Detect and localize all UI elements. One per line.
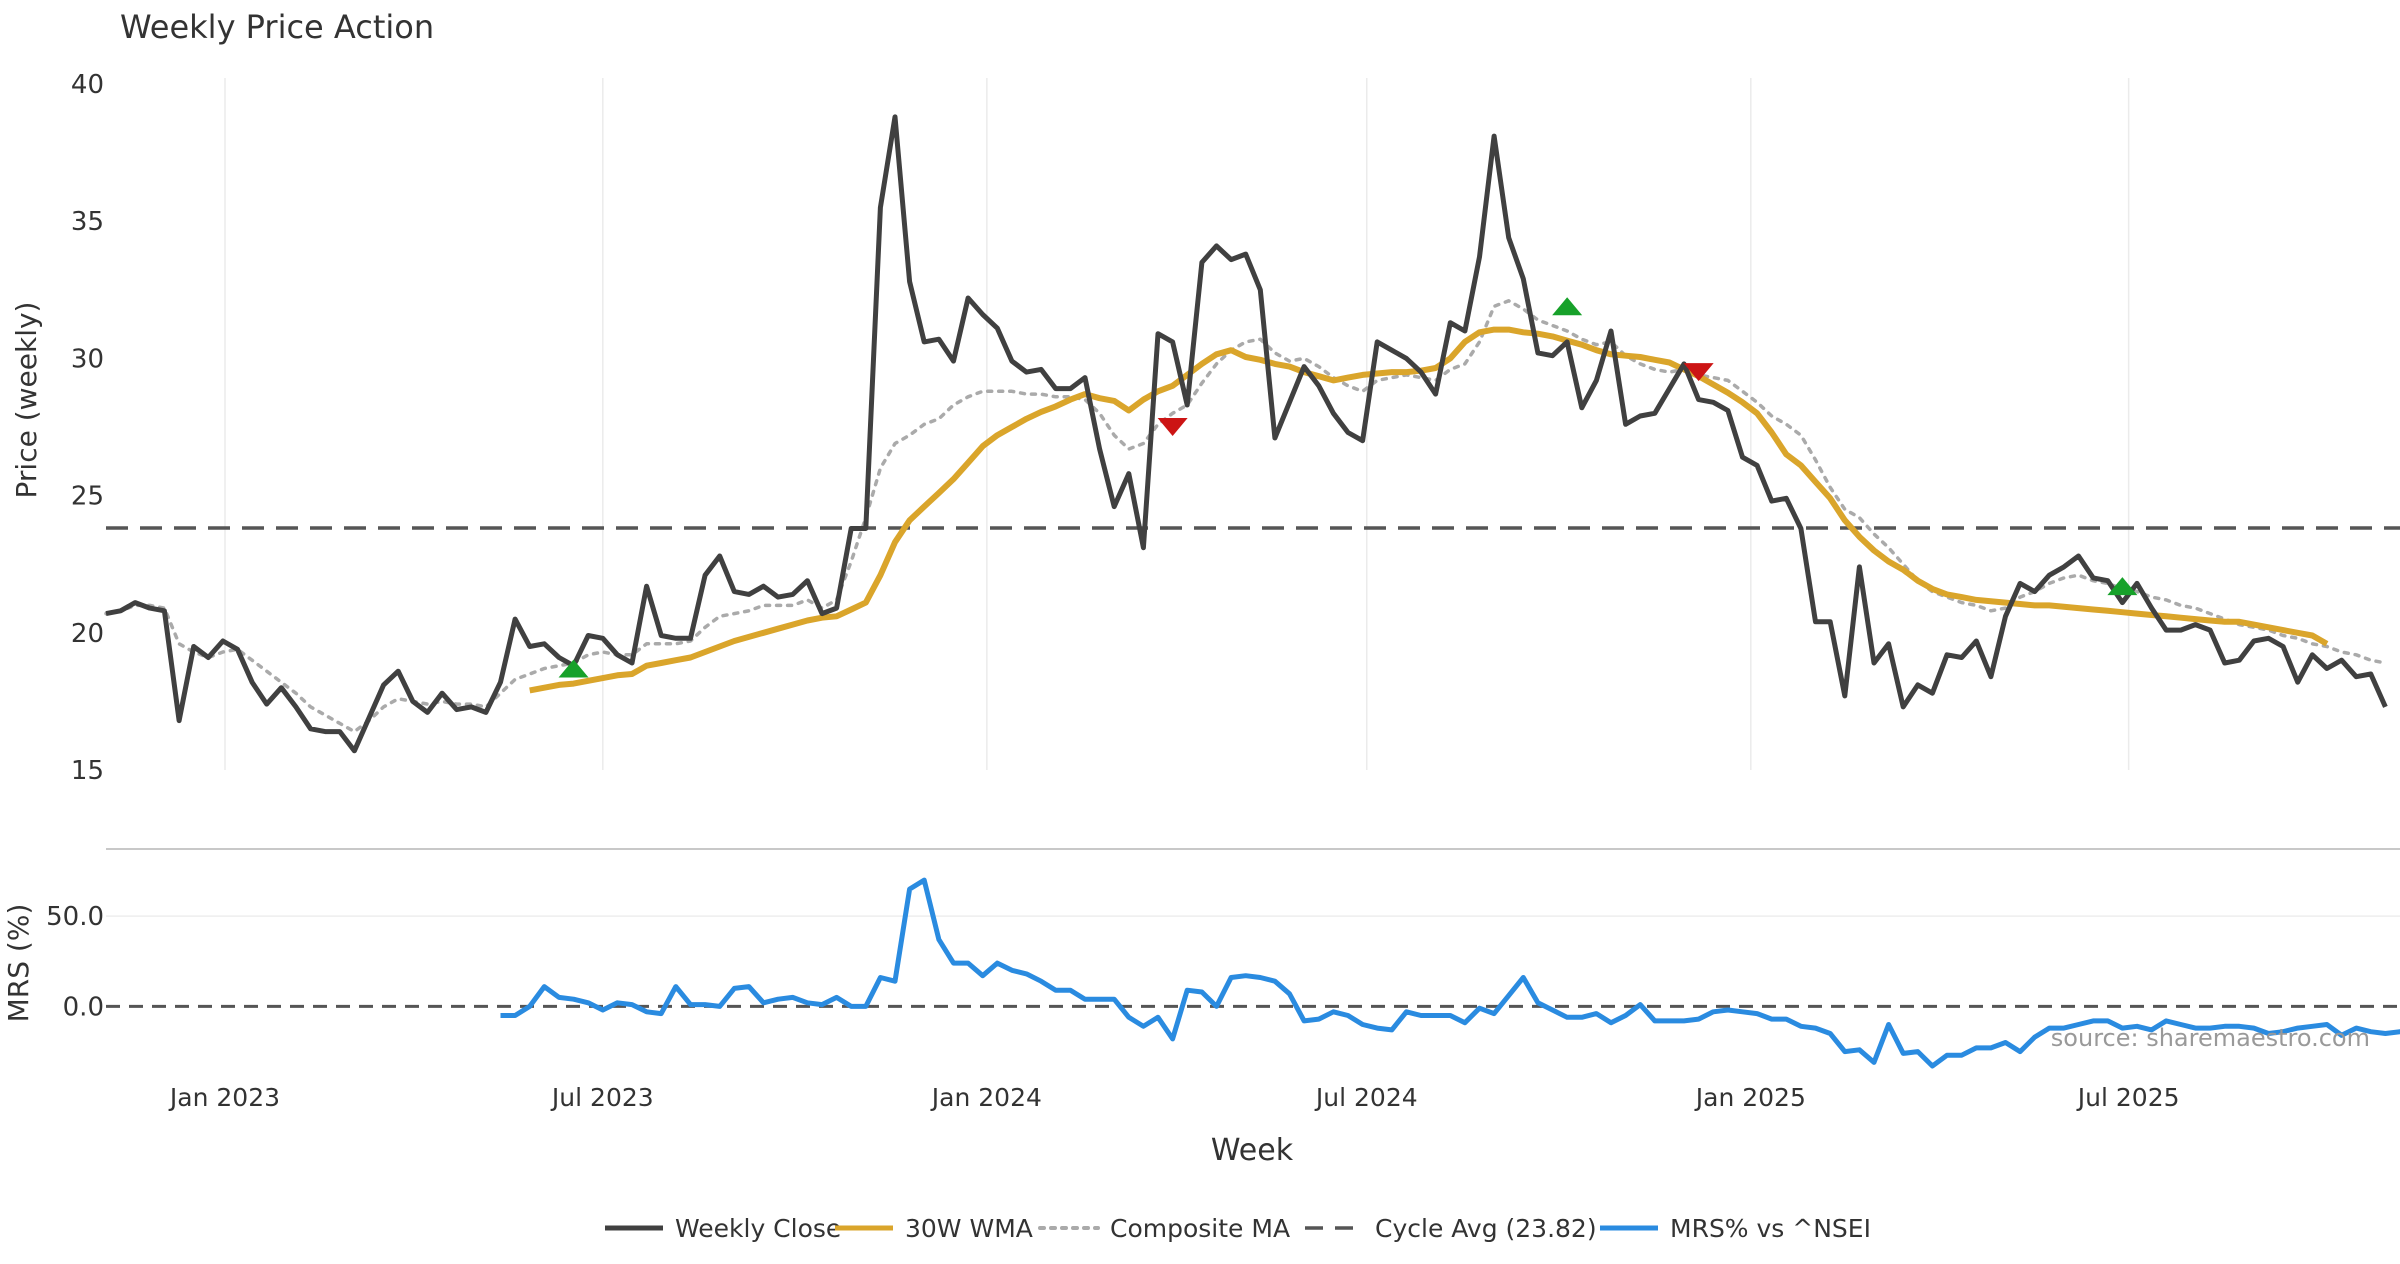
price-y-axis-label: Price (weekly) xyxy=(10,302,43,499)
legend-label: Composite MA xyxy=(1110,1214,1290,1243)
chart-title: Weekly Price Action xyxy=(120,8,434,46)
x-tick-label: Jan 2024 xyxy=(930,1083,1042,1112)
x-tick-label: Jul 2025 xyxy=(2076,1083,2180,1112)
legend-item: MRS% vs ^NSEI xyxy=(1600,1214,1871,1243)
mrs-tick-label: 50.0 xyxy=(46,902,104,932)
y-tick-label: 20 xyxy=(71,619,104,649)
legend-item: Weekly Close xyxy=(605,1214,841,1243)
legend-item: Cycle Avg (23.82) xyxy=(1305,1214,1597,1243)
source-watermark: source: sharemaestro.com xyxy=(2051,1024,2370,1052)
composite-ma-line xyxy=(106,301,2385,732)
buy-signal-marker xyxy=(1552,297,1582,315)
mrs-y-tick-labels: 0.0 50.0 xyxy=(46,902,104,1022)
mrs-tick-label: 0.0 xyxy=(63,992,104,1022)
legend-label: Cycle Avg (23.82) xyxy=(1375,1214,1597,1243)
x-tick-label: Jul 2023 xyxy=(550,1083,654,1112)
y-tick-label: 30 xyxy=(71,344,104,374)
price-plot-area xyxy=(106,117,2400,751)
y-tick-label: 25 xyxy=(71,482,104,512)
y-tick-label: 40 xyxy=(71,70,104,100)
legend-label: 30W WMA xyxy=(905,1214,1033,1243)
price-y-tick-labels: 15 20 25 30 35 40 xyxy=(71,70,104,786)
x-tick-label: Jan 2025 xyxy=(1694,1083,1806,1112)
y-tick-label: 35 xyxy=(71,207,104,237)
x-axis-label: Week xyxy=(1211,1133,1294,1168)
x-tick-label: Jan 2023 xyxy=(168,1083,280,1112)
x-tick-labels: Jan 2023 Jul 2023 Jan 2024 Jul 2024 Jan 2025… xyxy=(168,1083,2180,1112)
y-tick-label: 15 xyxy=(71,756,104,786)
x-tick-label: Jul 2024 xyxy=(1314,1083,1418,1112)
legend-item: 30W WMA xyxy=(835,1214,1033,1243)
sell-signal-marker xyxy=(1158,418,1188,436)
chart-legend: Weekly Close 30W WMA Composite MA Cycle Avg… xyxy=(605,1214,1871,1243)
legend-label: MRS% vs ^NSEI xyxy=(1670,1214,1871,1243)
weekly-close-line xyxy=(106,117,2385,751)
mrs-y-axis-label: MRS (%) xyxy=(2,904,35,1023)
legend-label: Weekly Close xyxy=(675,1214,841,1243)
legend-item: Composite MA xyxy=(1040,1214,1290,1243)
